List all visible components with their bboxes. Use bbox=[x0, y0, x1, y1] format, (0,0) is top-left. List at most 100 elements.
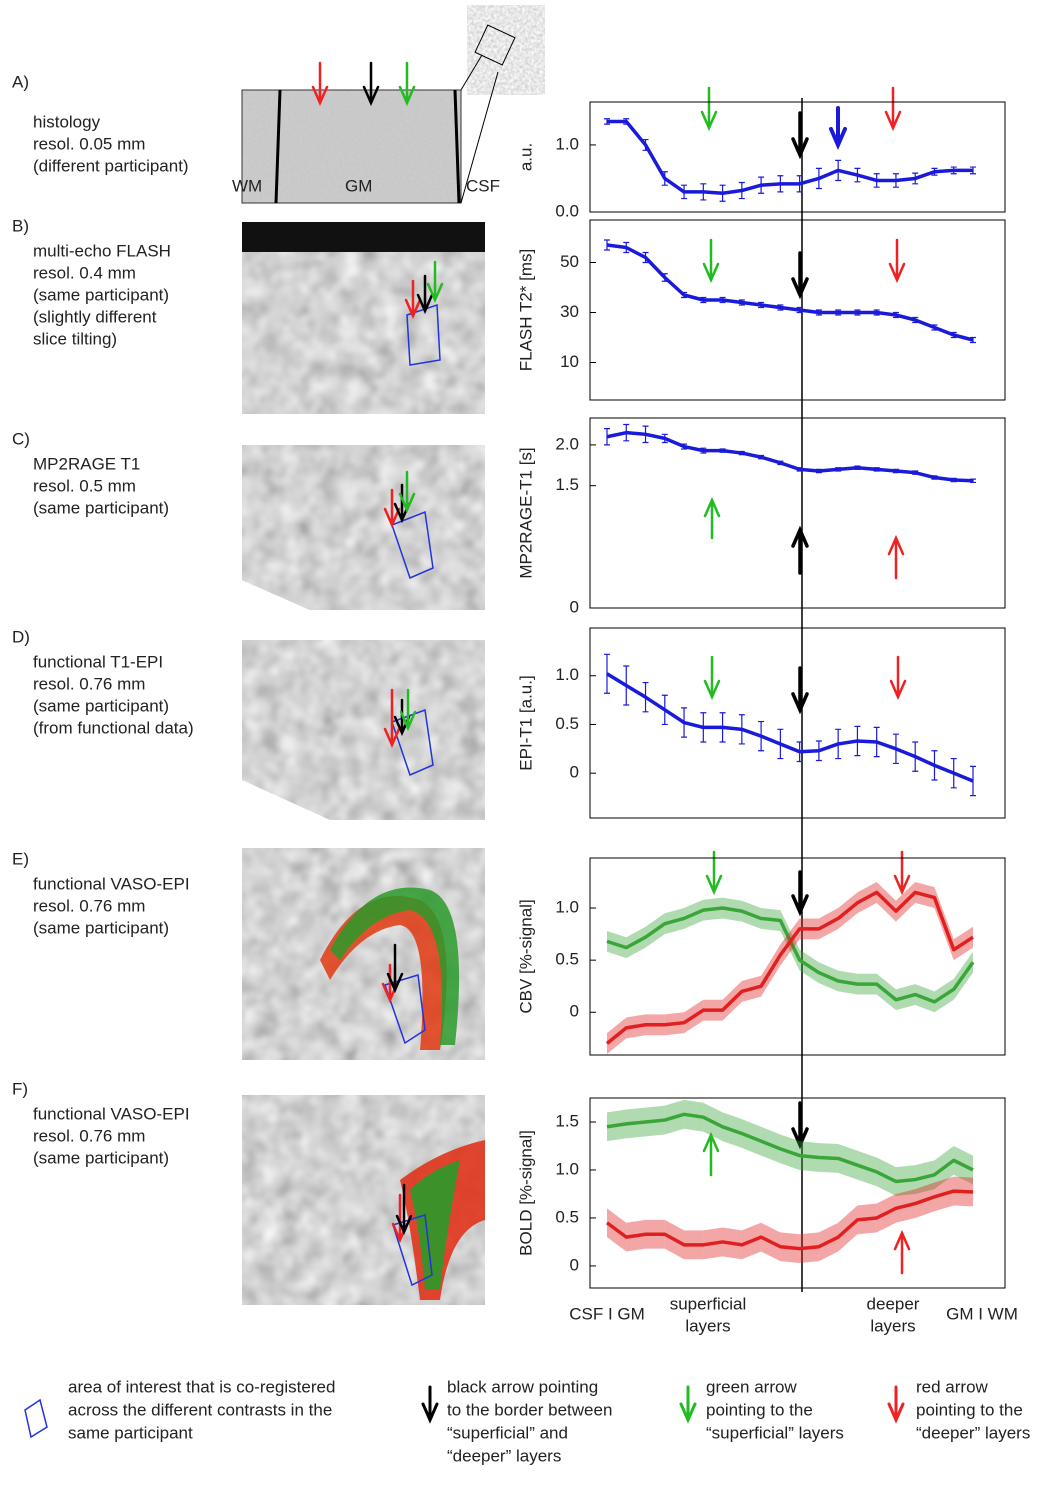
panel-description: resol. 0.76 mm bbox=[33, 1126, 145, 1145]
legend-text: black arrow pointing bbox=[447, 1377, 598, 1396]
arrow bbox=[791, 1101, 809, 1150]
x-label: GM I WM bbox=[946, 1304, 1018, 1323]
cbv-overlay-green bbox=[330, 887, 460, 1045]
zoom-lines bbox=[460, 54, 499, 204]
y-tick-label: 1.0 bbox=[555, 1159, 579, 1178]
panel-label: D) bbox=[12, 627, 30, 646]
legend-text: “superficial” layers bbox=[706, 1423, 844, 1442]
panel-label: A) bbox=[12, 72, 29, 91]
panel-label: B) bbox=[12, 216, 29, 235]
arrow bbox=[893, 850, 911, 896]
histology-frame bbox=[241, 89, 462, 204]
line bbox=[605, 1189, 974, 1251]
arrow bbox=[362, 61, 380, 107]
y-tick-label: 0.5 bbox=[555, 714, 579, 733]
plot-frame bbox=[589, 219, 1006, 401]
arrow bbox=[426, 260, 444, 304]
roi-outlines bbox=[384, 303, 441, 1287]
y-tick-label: 50 bbox=[560, 252, 579, 271]
panel-description: (same participant) bbox=[33, 285, 169, 304]
t1epi-image bbox=[242, 640, 485, 820]
arrow bbox=[791, 111, 809, 160]
legend-text: across the different contrasts in the bbox=[68, 1400, 332, 1419]
legend-text: “deeper” layers bbox=[447, 1446, 561, 1465]
panel-description: resol. 0.76 mm bbox=[33, 896, 145, 915]
panel-description: resol. 0.5 mm bbox=[33, 476, 136, 495]
panel-description: (same participant) bbox=[33, 1148, 169, 1167]
y-tick-label: 0 bbox=[570, 763, 579, 782]
y-tick-label: 1.0 bbox=[555, 898, 579, 917]
arrow bbox=[889, 655, 907, 701]
x-label: layers bbox=[870, 1316, 915, 1335]
panel-description: resol. 0.05 mm bbox=[33, 134, 145, 153]
arrow bbox=[398, 61, 416, 107]
panel-description: (same participant) bbox=[33, 696, 169, 715]
panel-description: MP2RAGE T1 bbox=[33, 454, 140, 473]
y-tick-label: 0.0 bbox=[555, 201, 579, 220]
arrow bbox=[887, 1385, 905, 1424]
y-tick-label: 0 bbox=[570, 1002, 579, 1021]
legend-text: red arrow bbox=[916, 1377, 989, 1396]
x-label: layers bbox=[685, 1316, 730, 1335]
panel-description: functional VASO-EPI bbox=[33, 874, 190, 893]
arrow bbox=[703, 655, 721, 701]
y-tick-label: 30 bbox=[560, 302, 579, 321]
y-tick-label: 1.5 bbox=[555, 475, 579, 494]
boundary-lines bbox=[274, 89, 461, 204]
line bbox=[606, 672, 974, 783]
arrow bbox=[887, 534, 905, 580]
histology-label: CSF bbox=[466, 176, 500, 195]
plot-frame bbox=[589, 1097, 1006, 1289]
histology-label: WM bbox=[232, 176, 262, 195]
panel-description: functional VASO-EPI bbox=[33, 1104, 190, 1123]
y-axis-label: CBV [%-signal] bbox=[516, 899, 535, 1013]
legend-text: pointing to the bbox=[706, 1400, 813, 1419]
y-tick-label: 0.5 bbox=[555, 950, 579, 969]
panel-description: (same participant) bbox=[33, 498, 169, 517]
panel-description: resol. 0.76 mm bbox=[33, 674, 145, 693]
y-tick-label: 0.5 bbox=[555, 1207, 579, 1226]
arrow bbox=[791, 870, 809, 917]
y-axis-label: a.u. bbox=[516, 143, 535, 171]
arrows bbox=[24, 61, 911, 1439]
legend-text: “deeper” layers bbox=[916, 1423, 1030, 1442]
legend-text: same participant bbox=[68, 1423, 193, 1442]
error-bar bbox=[604, 428, 610, 446]
panel-label: E) bbox=[12, 849, 29, 868]
plot-frame bbox=[589, 627, 1006, 819]
mp2rage-texture bbox=[242, 445, 485, 610]
arrow bbox=[702, 238, 720, 284]
arrow bbox=[679, 1385, 697, 1424]
y-tick-label: 2.0 bbox=[555, 434, 579, 453]
panel-description: (slightly different bbox=[33, 307, 157, 326]
arrow bbox=[383, 488, 401, 529]
line bbox=[607, 119, 973, 195]
line bbox=[606, 243, 974, 342]
legend-text: pointing to the bbox=[916, 1400, 1023, 1419]
x-label: superficial bbox=[670, 1294, 747, 1313]
arrow bbox=[702, 1131, 720, 1177]
arrow bbox=[311, 61, 329, 107]
arrow bbox=[700, 86, 718, 132]
arrow bbox=[888, 238, 906, 284]
histology-label: GM bbox=[345, 176, 372, 195]
panel-label: F) bbox=[12, 1079, 28, 1098]
arrow bbox=[884, 86, 902, 132]
legend-text: “superficial” and bbox=[447, 1423, 568, 1442]
panel-description: (different participant) bbox=[33, 156, 189, 175]
plot-frame bbox=[589, 857, 1006, 1056]
arrow bbox=[703, 496, 721, 540]
y-tick-label: 0 bbox=[570, 597, 579, 616]
arrow bbox=[398, 470, 416, 514]
arrow bbox=[399, 688, 417, 732]
line bbox=[606, 430, 974, 483]
arrow bbox=[829, 106, 847, 150]
inset-box bbox=[474, 24, 516, 66]
y-axis-label: EPI-T1 [a.u.] bbox=[516, 675, 535, 770]
arrow bbox=[791, 666, 809, 715]
flash-image bbox=[242, 222, 485, 414]
line bbox=[606, 1112, 974, 1184]
error-bar bbox=[970, 765, 976, 797]
panel-description: resol. 0.4 mm bbox=[33, 263, 136, 282]
y-tick-label: 1.5 bbox=[555, 1111, 579, 1130]
